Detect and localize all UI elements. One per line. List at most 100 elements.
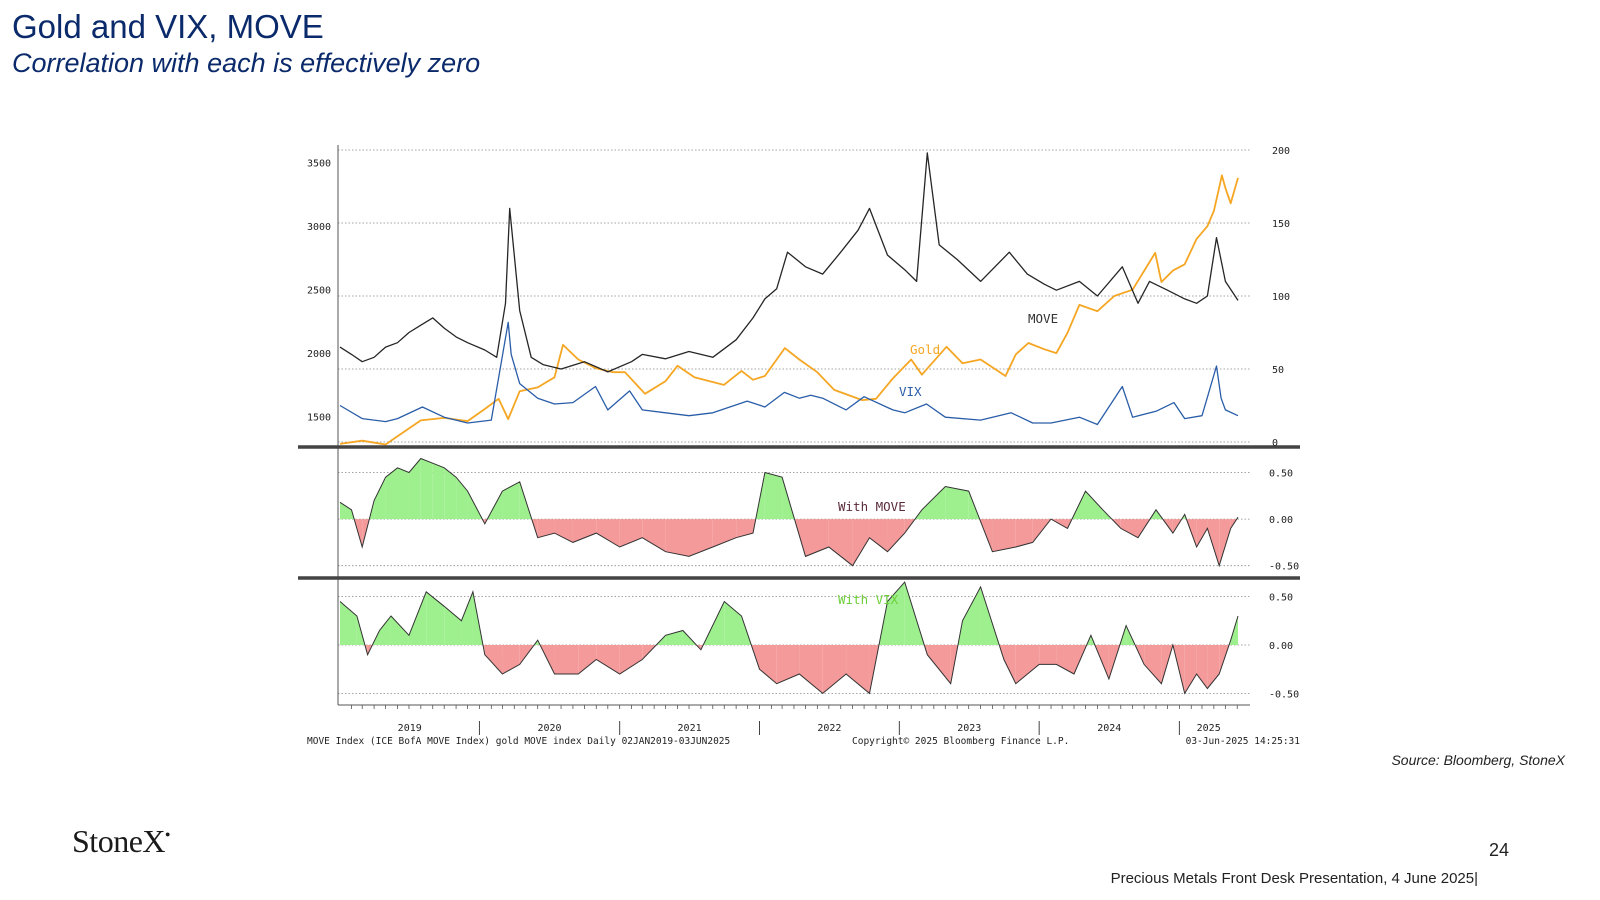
corr-move-area-segment [945, 486, 969, 520]
corr-move-area-segment [385, 467, 398, 520]
vix-series-label: VIX [899, 384, 922, 399]
corr-move-area-segment [596, 519, 620, 548]
corr-vix-area-segment [1184, 645, 1197, 694]
corr-move-area-segment [1196, 519, 1208, 548]
corr-vix-area-segment [927, 645, 951, 684]
corr-move-area-segment [852, 519, 870, 566]
corr-vix-area-segment [846, 645, 870, 694]
right-axis-tick-label: 0 [1272, 438, 1278, 449]
corr-vix-area-segment [1015, 645, 1040, 684]
corr-vix-area-segment [776, 645, 800, 684]
corr-vix-area-segment [724, 601, 742, 645]
right-axis-tick-label: 200 [1272, 146, 1290, 157]
right-axis-tick-label: 50 [1272, 365, 1284, 376]
move-series-label: MOVE [1028, 311, 1058, 326]
corr-vix-label: With VIX [838, 592, 899, 607]
corr-vix-area-segment [1039, 645, 1057, 665]
corr-move-area-segment [432, 463, 445, 520]
corr-move-area-segment [420, 458, 433, 520]
corr-move-tick-label: 0.50 [1269, 469, 1293, 480]
corr-move-tick-label: 0.00 [1269, 515, 1293, 526]
corr-vix-area-segment [1207, 645, 1220, 689]
chart-footer-center: Copyright© 2025 Bloomberg Finance L.P. [852, 736, 1069, 747]
corr-vix-tick-label: 0.00 [1269, 641, 1293, 652]
footer-text: Precious Metals Front Desk Presentation,… [1110, 870, 1478, 887]
corr-move-area-segment [374, 477, 386, 520]
corr-vix-area-segment [379, 615, 391, 645]
corr-move-tick-label: -0.50 [1269, 562, 1299, 573]
x-tick-label: 2019 [398, 723, 422, 734]
left-axis-tick-label: 2500 [307, 286, 331, 297]
left-axis-tick-label: 2000 [307, 349, 331, 360]
corr-vix-area-segment [426, 591, 445, 645]
corr-vix-area-segment [1144, 645, 1162, 684]
corr-vix-area-segment [619, 645, 643, 675]
corr-move-area-segment [736, 519, 753, 538]
corr-vix-area-segment [502, 645, 520, 675]
corr-move-area-segment [869, 519, 888, 552]
corr-vix-area-segment [799, 645, 823, 694]
corr-move-area-segment [340, 502, 352, 520]
gold-series-line [339, 174, 1239, 446]
slide-title: Gold and VIX, MOVE [12, 8, 324, 45]
x-tick-label: 2020 [538, 723, 562, 734]
corr-vix-area-segment [554, 645, 579, 675]
corr-vix-area-segment [596, 645, 620, 675]
corr-move-area-segment [1015, 519, 1033, 548]
x-tick-label: 2023 [957, 723, 981, 734]
corr-vix-area-segment [822, 645, 847, 694]
corr-move-area-segment [764, 472, 783, 520]
chart-footer-right: 03-Jun-2025 14:25:31 [1186, 736, 1301, 747]
corr-vix-tick-label: -0.50 [1269, 689, 1299, 700]
left-axis-tick-label: 3500 [307, 159, 331, 170]
corr-vix-area-segment [444, 606, 462, 645]
left-axis-tick-label: 1500 [307, 413, 331, 424]
corr-vix-area-segment [340, 601, 357, 645]
corr-move-area-segment [1120, 519, 1139, 538]
corr-move-area-segment [1207, 519, 1220, 566]
corr-move-area-segment [1085, 491, 1103, 520]
corr-vix-area-segment [408, 591, 427, 645]
corr-move-area-segment [805, 519, 829, 557]
corr-move-area-segment [554, 519, 573, 543]
corr-move-area-segment [665, 519, 690, 557]
correlation-fills [340, 458, 1238, 694]
corr-vix-area-segment [484, 645, 503, 675]
gold-series-label: Gold [910, 342, 940, 357]
corr-vix-area-segment [1003, 645, 1016, 684]
corr-move-line [339, 457, 1239, 568]
x-tick-label: 2025 [1197, 723, 1221, 734]
vix-series-line [339, 321, 1239, 426]
corr-move-area-segment [689, 519, 713, 557]
corr-move-area-segment [1219, 519, 1231, 566]
move-series-line [339, 152, 1239, 373]
chart-frame [298, 145, 1300, 735]
x-tick-label: 2021 [678, 723, 702, 734]
corr-move-area-segment [992, 519, 1016, 552]
corr-move-area-segment [456, 477, 468, 520]
corr-vix-line [339, 581, 1239, 695]
left-axis-tick-label: 3000 [307, 222, 331, 233]
corr-move-area-segment [642, 519, 666, 552]
corr-vix-tick-label: 0.50 [1269, 593, 1293, 604]
chart-footer-left: MOVE Index (ICE BofA MOVE Index) gold MO… [307, 736, 730, 747]
corr-move-area-segment [921, 486, 946, 520]
corr-vix-area-segment [887, 582, 905, 645]
corr-move-area-segment [397, 467, 409, 520]
stonex-logo: StoneX● [72, 823, 170, 859]
chart-lines [339, 152, 1239, 695]
corr-move-area-segment [572, 519, 597, 543]
corr-move-label: With MOVE [838, 499, 906, 514]
chart-text: 0 50 100 150 200 1500 2000 2500 3000 3500 0.50 0.00… [307, 146, 1300, 747]
page-number: 24 [1489, 840, 1510, 860]
corr-move-area-segment [444, 467, 457, 520]
right-axis-tick-label: 150 [1272, 219, 1290, 230]
corr-move-area-segment [887, 519, 905, 552]
corr-vix-area-segment [461, 591, 473, 645]
corr-move-area-segment [502, 481, 520, 520]
corr-move-area-segment [828, 519, 853, 566]
corr-vix-area-segment [759, 645, 777, 684]
corr-move-area-segment [537, 519, 555, 538]
right-axis-tick-label: 100 [1272, 292, 1290, 303]
